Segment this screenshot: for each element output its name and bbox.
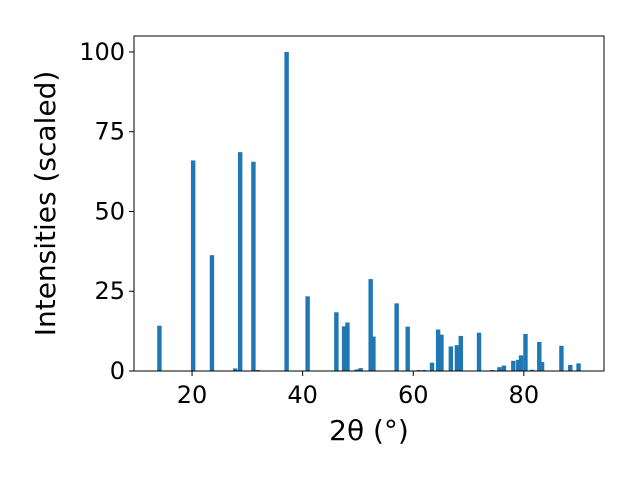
bar-12 bbox=[354, 369, 360, 371]
bar-23 bbox=[448, 346, 454, 371]
bar-28 bbox=[497, 367, 502, 371]
plot-frame bbox=[133, 35, 605, 372]
y-tick-label-3: 75 bbox=[94, 118, 125, 146]
bar-13 bbox=[358, 368, 363, 371]
bars-group bbox=[157, 51, 581, 371]
bar-17 bbox=[405, 326, 410, 371]
x-tick-label-0: 20 bbox=[177, 381, 208, 409]
bar-39 bbox=[576, 363, 581, 371]
bar-25 bbox=[458, 335, 463, 371]
bar-3 bbox=[232, 368, 238, 371]
bar-38 bbox=[568, 364, 573, 371]
bar-37 bbox=[559, 345, 564, 371]
bar-16 bbox=[394, 303, 399, 371]
bar-9 bbox=[334, 312, 339, 371]
bar-4 bbox=[237, 152, 243, 371]
bar-2 bbox=[209, 255, 215, 371]
bar-24 bbox=[454, 345, 460, 371]
bar-34 bbox=[529, 369, 535, 371]
bar-29 bbox=[501, 365, 507, 371]
y-tick-label-4: 100 bbox=[79, 38, 125, 66]
bar-36 bbox=[539, 362, 545, 371]
bar-8 bbox=[305, 296, 310, 371]
x-tick-label-2: 60 bbox=[398, 381, 429, 409]
y-tick-label-0: 0 bbox=[110, 357, 125, 385]
bar-0 bbox=[157, 325, 162, 371]
x-axis-ticks: 20 40 60 80 bbox=[177, 371, 539, 409]
bar-21 bbox=[435, 329, 441, 371]
bar-26 bbox=[476, 332, 482, 371]
y-axis-label: Intensities (scaled) bbox=[29, 71, 62, 337]
bar-1 bbox=[190, 160, 196, 371]
bar-33 bbox=[523, 333, 528, 371]
y-tick-label-2: 50 bbox=[94, 197, 125, 225]
x-axis-label: 2θ (°) bbox=[329, 414, 409, 447]
y-axis-ticks: 0 25 50 75 100 bbox=[79, 38, 134, 385]
bar-11 bbox=[345, 322, 350, 371]
bar-5 bbox=[251, 161, 256, 371]
bar-30 bbox=[511, 360, 516, 371]
bar-20 bbox=[429, 362, 435, 371]
bar-22 bbox=[439, 334, 444, 371]
bar-10 bbox=[341, 326, 347, 371]
bar-7 bbox=[284, 51, 289, 371]
bar-14 bbox=[368, 279, 373, 371]
bar-35 bbox=[537, 341, 542, 371]
y-tick-label-1: 25 bbox=[94, 277, 125, 305]
bar-15 bbox=[371, 336, 376, 371]
bar-31 bbox=[516, 359, 521, 371]
bar-32 bbox=[518, 355, 524, 371]
x-tick-label-1: 40 bbox=[287, 381, 318, 409]
x-tick-label-3: 80 bbox=[509, 381, 540, 409]
